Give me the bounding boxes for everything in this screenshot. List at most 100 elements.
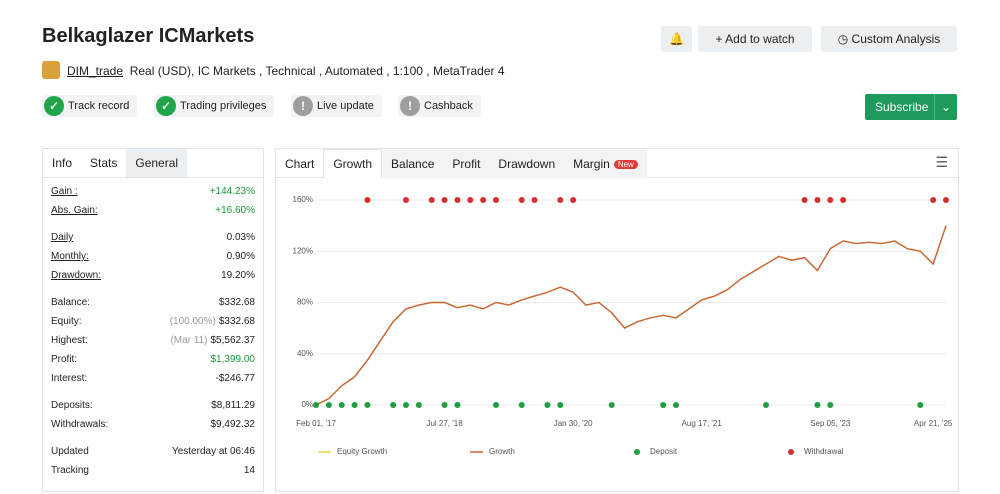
stat-value: (Mar 11) $5,562.37 <box>170 334 255 348</box>
event-dot <box>428 197 435 203</box>
event-dot <box>544 402 551 408</box>
stat-value: Yesterday at 06:46 <box>172 445 255 459</box>
event-dot <box>441 402 448 408</box>
event-dot <box>467 197 474 203</box>
stats-tab[interactable]: General <box>126 149 188 177</box>
legend-label: Equity Growth <box>337 447 387 456</box>
event-dot <box>454 402 461 408</box>
stat-number: $9,492.32 <box>210 419 256 430</box>
analysis-label: Custom Analysis <box>851 32 941 46</box>
legend-swatch <box>788 449 794 455</box>
x-tick-label: Aug 17, '21 <box>682 419 723 428</box>
stat-number: $1,399.00 <box>210 354 256 365</box>
event-dot <box>930 197 937 203</box>
badge: ! Live update <box>291 95 382 117</box>
chart-tab[interactable]: Growth <box>323 149 383 178</box>
event-dot <box>557 402 564 408</box>
account-details: Real (USD), IC Markets , Technical , Aut… <box>129 64 505 78</box>
bell-button[interactable]: 🔔 <box>661 26 692 52</box>
stat-row: Withdrawals: $9,492.32 <box>51 418 255 432</box>
stat-label: Monthly: <box>51 251 89 262</box>
stat-value: -$246.77 <box>216 372 255 386</box>
event-dot <box>557 197 564 203</box>
stat-value: (100.00%) $332.68 <box>170 315 255 329</box>
stat-number: Yesterday at 06:46 <box>171 446 255 457</box>
y-tick-label: 120% <box>293 246 313 255</box>
legend-swatch <box>634 449 640 455</box>
legend-label: Growth <box>489 447 515 456</box>
stat-value: +144.23% <box>210 185 255 199</box>
x-tick-label: Jan 30, '20 <box>554 419 593 428</box>
stats-tab[interactable]: Info <box>52 156 73 170</box>
stat-label: Tracking <box>51 465 89 476</box>
stat-row: Daily 0.03% <box>51 231 255 245</box>
stat-row: Equity: (100.00%) $332.68 <box>51 315 255 329</box>
y-tick-label: 80% <box>297 298 313 307</box>
event-dot <box>827 402 834 408</box>
stat-note: (Mar 11) <box>170 335 208 346</box>
stat-label: Interest: <box>51 373 88 384</box>
stat-value: $332.68 <box>219 296 255 310</box>
chart-tab-label: Balance <box>391 157 435 171</box>
y-tick-label: 40% <box>297 349 313 358</box>
chart-tab[interactable]: Balance <box>382 150 444 178</box>
event-dot <box>493 402 499 408</box>
badge-icon: ✓ <box>156 96 176 116</box>
stat-number: +144.23% <box>209 186 255 197</box>
stats-tab[interactable]: Stats <box>90 156 118 170</box>
badge-label: Trading privileges <box>180 100 267 112</box>
stat-row: Interest: -$246.77 <box>51 372 255 386</box>
stat-value: 0.03% <box>227 231 255 245</box>
event-dot <box>673 402 679 408</box>
subscribe-button[interactable]: Subscribe ⌄ <box>865 94 957 120</box>
stat-row: Profit: $1,399.00 <box>51 353 255 367</box>
event-dot <box>570 197 577 203</box>
user-link[interactable]: DIM_trade <box>67 64 124 78</box>
chart: 0% 40% 80% 120% 160% Feb 01, '17 Jul 27, '18 Ja… <box>293 195 953 456</box>
stat-number: 0.03% <box>226 232 255 243</box>
stat-number: -$246.77 <box>215 373 255 384</box>
chart-tab[interactable]: Margin New <box>564 150 647 178</box>
stat-value: $8,811.29 <box>211 399 255 413</box>
badge-label: Live update <box>317 100 374 112</box>
analysis-button[interactable]: ◷ Custom Analysis <box>821 26 957 52</box>
stat-label: Equity: <box>51 316 82 327</box>
stat-row: Drawdown: 19.20% <box>51 269 255 283</box>
legend-label: Deposit <box>650 447 678 456</box>
stat-value: $9,492.32 <box>211 418 256 432</box>
stat-row: Tracking 14 <box>51 464 255 478</box>
chart-tab[interactable]: Drawdown <box>489 150 565 178</box>
event-dot <box>403 402 409 408</box>
stat-row: Balance: $332.68 <box>51 296 255 310</box>
stat-row: Abs. Gain: +16.60% <box>51 204 255 218</box>
stat-label: Drawdown: <box>51 270 102 281</box>
event-dot <box>454 197 461 203</box>
chart-tab-label: Chart <box>285 157 315 171</box>
stat-label: Updated <box>51 446 89 457</box>
stat-label: Highest: <box>51 335 88 346</box>
watch-button[interactable]: + Add to watch <box>698 26 812 52</box>
event-dot <box>364 197 371 203</box>
stat-number: 0.90% <box>226 251 255 262</box>
stat-row: Highest: (Mar 11) $5,562.37 <box>51 334 255 348</box>
event-dot <box>415 402 422 408</box>
event-dot <box>801 197 808 203</box>
series-line <box>315 225 947 406</box>
chart-tab[interactable]: Profit <box>443 150 490 178</box>
stat-number: $8,811.29 <box>211 400 255 411</box>
badge-icon: ✓ <box>44 96 64 116</box>
event-dot <box>313 402 319 408</box>
event-dot <box>351 402 358 408</box>
stats-panel: Info Stats General Gain : +144.23% Abs. Gain… <box>42 148 264 492</box>
chart-tab-label: Profit <box>452 157 481 171</box>
badge-label: Cashback <box>424 100 473 112</box>
new-badge: New <box>613 159 638 169</box>
chart-tab[interactable]: Chart <box>276 150 323 178</box>
stat-number: $332.68 <box>218 297 255 308</box>
legend-label: Withdrawal <box>804 447 844 456</box>
subscribe-label: Subscribe <box>875 100 929 114</box>
event-dot <box>493 197 499 203</box>
event-dot <box>660 402 667 408</box>
event-dot <box>531 197 538 203</box>
settings-icon[interactable]: ☰ <box>935 154 948 170</box>
